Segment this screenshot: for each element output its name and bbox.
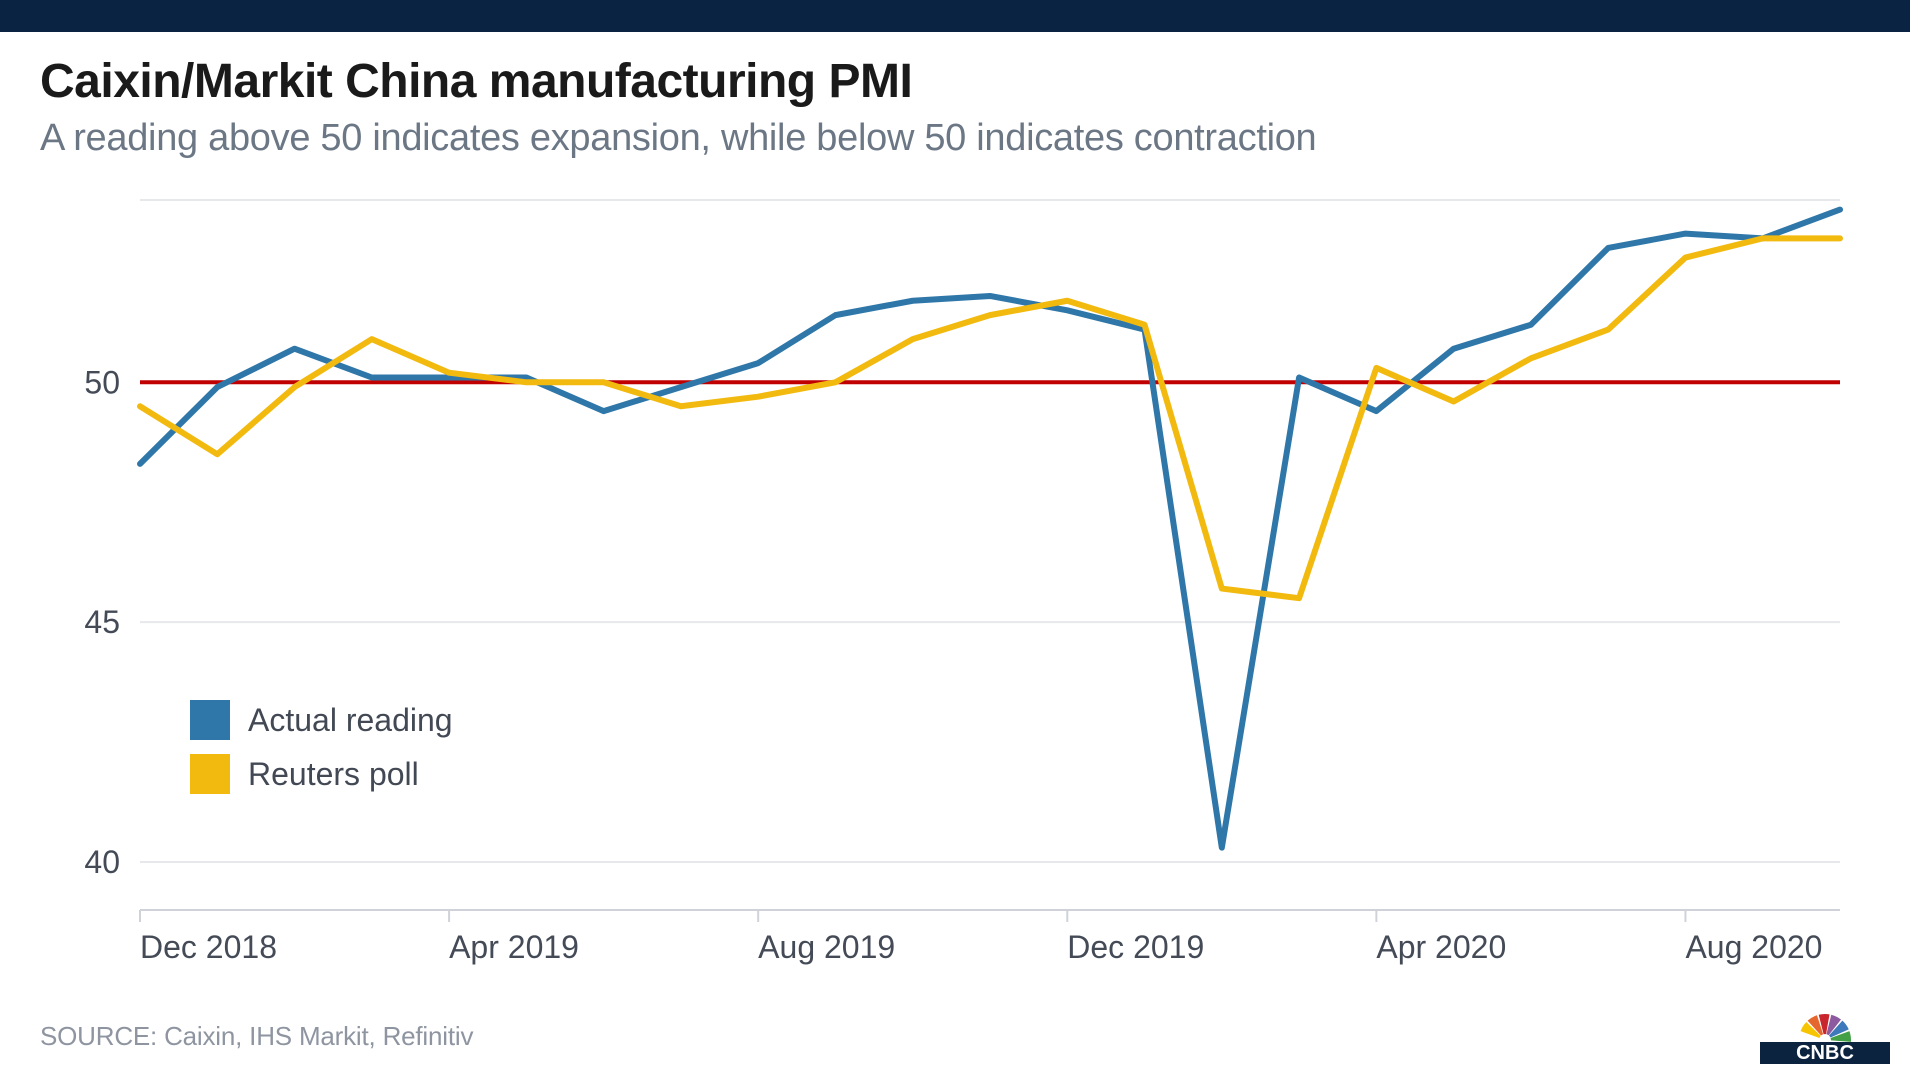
chart-svg: 40 45 50 Dec 2018 Apr 2019 Aug 2019 Dec 2019 Ap… (40, 190, 1870, 980)
legend-swatch (190, 700, 230, 740)
peacock-icon (1801, 1014, 1851, 1042)
chart-legend: Actual reading Reuters poll (190, 700, 453, 808)
x-axis-tick-label: Aug 2019 (758, 929, 895, 965)
svg-text:CNBC: CNBC (1796, 1042, 1854, 1064)
y-axis-tick-label: 40 (84, 844, 120, 880)
x-axis-tick-label: Aug 2020 (1685, 929, 1822, 965)
top-accent-bar (0, 0, 1910, 32)
chart-container: Caixin/Markit China manufacturing PMI A … (0, 0, 1910, 1074)
y-axis-tick-label: 45 (84, 604, 120, 640)
x-axis-tick-label: Apr 2020 (1376, 929, 1506, 965)
chart-subtitle: A reading above 50 indicates expansion, … (40, 117, 1870, 160)
legend-item: Actual reading (190, 700, 453, 740)
x-axis-tick-label: Apr 2019 (449, 929, 579, 965)
x-axis-tick-label: Dec 2018 (140, 929, 277, 965)
chart-plot-area: 40 45 50 Dec 2018 Apr 2019 Aug 2019 Dec 2019 Ap… (40, 190, 1870, 980)
legend-item: Reuters poll (190, 754, 453, 794)
source-attribution: SOURCE: Caixin, IHS Markit, Refinitiv (40, 1021, 473, 1052)
legend-label: Reuters poll (248, 756, 419, 793)
legend-label: Actual reading (248, 702, 453, 739)
legend-swatch (190, 754, 230, 794)
series-line-reuters-poll (140, 238, 1840, 598)
cnbc-logo: CNBC (1760, 1004, 1890, 1064)
y-axis-tick-label: 50 (84, 364, 120, 400)
x-axis-tick-label: Dec 2019 (1067, 929, 1204, 965)
cnbc-logo-svg: CNBC (1760, 1004, 1890, 1064)
chart-header: Caixin/Markit China manufacturing PMI A … (40, 54, 1870, 160)
chart-title: Caixin/Markit China manufacturing PMI (40, 54, 1870, 109)
